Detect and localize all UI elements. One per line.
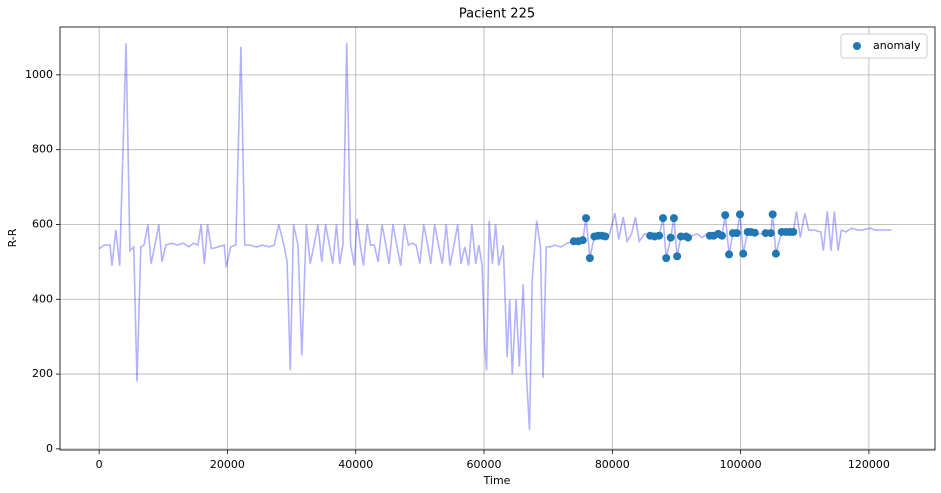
anomaly-point xyxy=(735,210,744,219)
anomaly-point xyxy=(771,249,780,258)
x-tick-label: 60000 xyxy=(467,458,502,471)
anomaly-point xyxy=(669,214,678,223)
anomaly-point xyxy=(721,211,730,220)
anomaly-point xyxy=(659,214,668,223)
y-tick-label: 0 xyxy=(46,442,53,455)
y-tick-label: 800 xyxy=(32,143,53,156)
anomaly-point xyxy=(739,249,748,258)
y-tick-label: 200 xyxy=(32,367,53,380)
anomaly-point xyxy=(750,228,759,237)
legend: anomaly xyxy=(840,33,928,59)
x-tick-label: 40000 xyxy=(338,458,373,471)
anomaly-point xyxy=(673,252,682,261)
x-tick-label: 80000 xyxy=(595,458,630,471)
anomaly-point xyxy=(585,254,594,263)
legend-marker xyxy=(853,42,861,50)
anomaly-point xyxy=(666,233,675,242)
x-tick-label: 0 xyxy=(96,458,103,471)
anomaly-point xyxy=(601,232,610,241)
y-axis-label: R-R xyxy=(6,228,19,247)
anomaly-point xyxy=(655,231,664,240)
legend-label: anomaly xyxy=(873,39,921,52)
anomaly-point xyxy=(789,227,798,236)
chart-title: Pacient 225 xyxy=(459,7,535,22)
anomaly-point xyxy=(768,210,777,219)
y-tick-label: 600 xyxy=(32,217,53,230)
data-line xyxy=(98,43,892,431)
x-tick-label: 100000 xyxy=(720,458,762,471)
anomaly-point xyxy=(766,229,775,238)
anomaly-point xyxy=(684,233,693,242)
anomaly-point xyxy=(582,214,591,223)
y-tick-label: 1000 xyxy=(25,68,53,81)
anomaly-point xyxy=(725,250,734,259)
x-tick-label: 120000 xyxy=(848,458,890,471)
anomaly-point xyxy=(578,236,587,245)
anomaly-point xyxy=(662,254,671,263)
y-tick-label: 400 xyxy=(32,292,53,305)
anomaly-point xyxy=(732,229,741,238)
anomaly-point xyxy=(718,231,727,240)
x-axis-label: Time xyxy=(483,474,511,487)
plot-frame xyxy=(59,26,936,451)
legend-box xyxy=(840,33,928,59)
x-tick-label: 20000 xyxy=(210,458,245,471)
